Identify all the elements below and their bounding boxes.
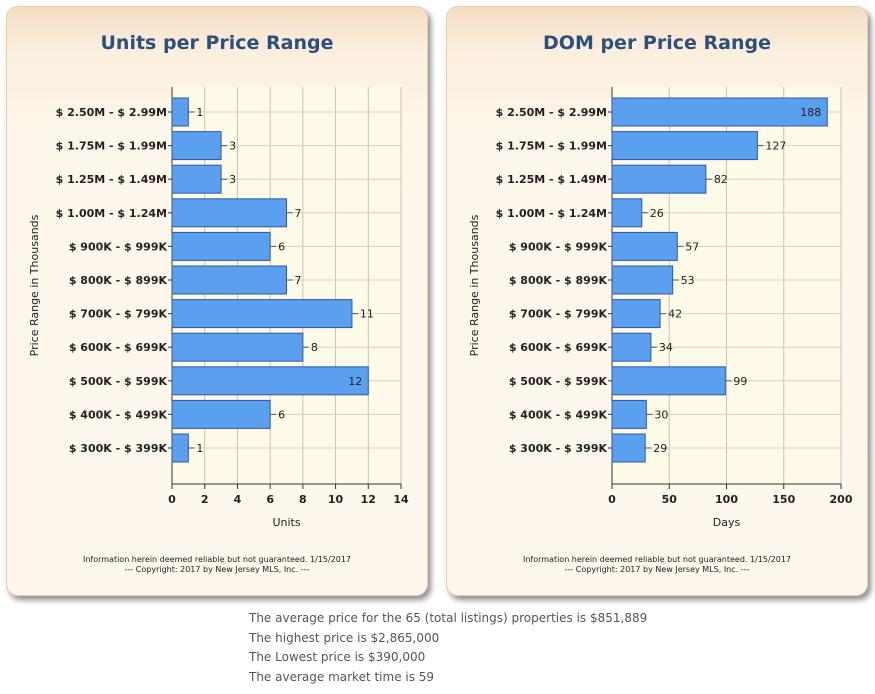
copyright-text: --- Copyright: 2017 by New Jersey MLS, I… [565,565,750,574]
data-label: 57 [685,240,699,253]
x-tick-label: 12 [361,493,376,506]
summary-stats: The average price for the 65 (total list… [249,609,647,687]
data-label: 3 [229,173,236,186]
bar [171,198,287,228]
data-label: 11 [360,308,374,321]
category-label: $ 1.75M - $ 1.99M [496,140,607,153]
data-label: 1 [196,106,203,119]
x-tick-label: 10 [328,493,344,506]
chart-title: Units per Price Range [101,32,334,54]
bar [611,299,661,329]
bar [611,366,726,396]
category-label: $ 700K - $ 799K [69,308,168,321]
lowest-price-text: The Lowest price is $390,000 [249,650,426,664]
x-tick-label: 100 [715,493,738,506]
bar [611,231,678,261]
category-label: $ 600K - $ 699K [69,341,168,354]
bar [171,399,271,429]
bar [171,97,189,127]
disclaimer-text: Information herein deemed reliable but n… [523,555,791,564]
data-label: 42 [668,308,682,321]
category-label: $ 900K - $ 999K [509,240,608,253]
category-label: $ 700K - $ 799K [509,308,608,321]
category-label: $ 900K - $ 999K [69,240,168,253]
category-label: $ 2.50M - $ 2.99M [496,106,607,119]
data-label: 7 [295,207,302,220]
dom-chart-panel: DOM per Price Range $ 2.50M - $ 2.99M 188 $… [446,6,868,596]
category-label: $ 500K - $ 599K [69,375,168,388]
bar [611,399,647,429]
units-per-price-range-chart: Units per Price Range $ 2.50M - $ 2.99M 1 $… [28,32,409,574]
y-axis-label: Price Range in Thousands [28,214,41,356]
data-label: 53 [681,274,695,287]
category-label: $ 500K - $ 599K [509,375,608,388]
x-tick-label: 4 [234,493,242,506]
bar [171,366,369,396]
bar [611,433,646,463]
x-tick-label: 6 [266,493,274,506]
x-tick-label: 0 [168,493,176,506]
category-label: $ 1.75M - $ 1.99M [56,140,167,153]
average-market-time-text: The average market time is 59 [249,669,435,684]
data-label: 12 [348,375,362,388]
data-label: 30 [654,408,668,421]
bar [611,265,674,295]
x-tick-label: 14 [393,493,409,506]
bar [611,97,828,127]
category-label: $ 600K - $ 699K [509,341,608,354]
x-axis-label: Units [272,516,300,529]
x-axis-label: Days [713,516,741,529]
category-label: $ 300K - $ 399K [509,442,608,455]
data-label: 82 [714,173,728,186]
bar [171,332,304,362]
category-label: $ 800K - $ 899K [69,274,168,287]
category-label: $ 1.25M - $ 1.49M [496,173,607,186]
y-axis-label: Price Range in Thousands [468,214,481,356]
category-label: $ 1.00M - $ 1.24M [56,207,167,220]
data-label: 127 [765,140,786,153]
disclaimer-text: Information herein deemed reliable but n… [83,555,351,564]
bar [171,265,287,295]
bar [171,164,222,194]
x-tick-label: 200 [830,493,853,506]
bar [171,131,222,161]
bar [611,164,707,194]
data-label: 188 [800,106,821,119]
data-label: 99 [733,375,747,388]
bar [611,332,652,362]
bar [611,131,758,161]
average-price-text: The average price for the 65 (total list… [249,611,648,625]
data-label: 3 [229,140,236,153]
copyright-text: --- Copyright: 2017 by New Jersey MLS, I… [125,565,310,574]
bar [171,299,353,329]
x-tick-label: 150 [772,493,795,506]
category-label: $ 400K - $ 499K [69,408,168,421]
category-label: $ 800K - $ 899K [509,274,608,287]
bar [171,231,271,261]
category-label: $ 1.25M - $ 1.49M [56,173,167,186]
data-label: 26 [650,207,664,220]
dom-per-price-range-chart: DOM per Price Range $ 2.50M - $ 2.99M 188 $… [468,32,853,574]
bar [171,433,189,463]
data-label: 8 [311,341,318,354]
chart-title: DOM per Price Range [543,32,771,54]
category-label: $ 400K - $ 499K [509,408,608,421]
x-tick-label: 50 [662,493,678,506]
bar [611,198,643,228]
category-label: $ 1.00M - $ 1.24M [496,207,607,220]
data-label: 29 [653,442,667,455]
data-label: 7 [295,274,302,287]
highest-price-text: The highest price is $2,865,000 [249,630,440,645]
x-tick-label: 0 [608,493,616,506]
data-label: 1 [196,442,203,455]
data-label: 34 [659,341,673,354]
x-tick-label: 8 [299,493,307,506]
data-label: 6 [278,240,285,253]
units-chart-panel: Units per Price Range $ 2.50M - $ 2.99M 1 $… [6,6,428,596]
x-tick-label: 2 [201,493,209,506]
category-label: $ 300K - $ 399K [69,442,168,455]
category-label: $ 2.50M - $ 2.99M [56,106,167,119]
data-label: 6 [278,408,285,421]
